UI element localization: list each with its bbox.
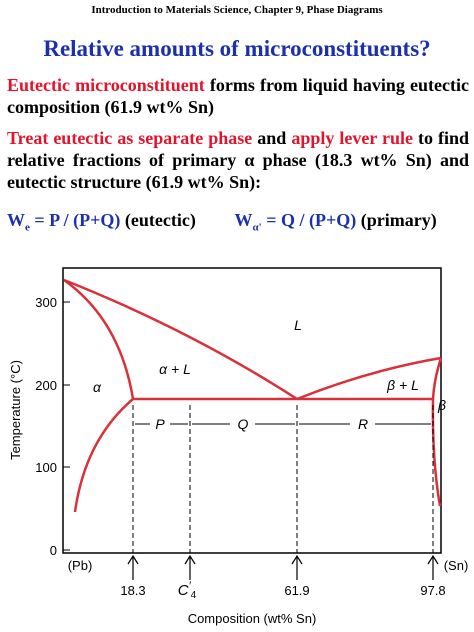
- segment-label: P: [155, 416, 165, 432]
- text: and: [252, 128, 292, 148]
- highlight: apply lever rule: [291, 128, 413, 148]
- paragraph: Treat eutectic as separate phase and app…: [7, 127, 469, 193]
- title: Relative amounts of microconstituents?: [43, 36, 431, 61]
- x-mark-label: 18.3: [120, 583, 145, 598]
- y-tick-label: 200: [35, 378, 57, 393]
- region-label: L: [294, 317, 302, 333]
- x-mark-label: 61.9: [284, 583, 309, 598]
- x-mark-label: C′4: [178, 580, 197, 601]
- x-end-label: (Pb): [68, 558, 93, 573]
- segment-label: Q: [238, 416, 249, 432]
- dashed-guides: [132, 405, 434, 553]
- highlight: Eutectic microconstituent: [7, 75, 205, 95]
- header: Introduction to Materials Science, Chapt…: [91, 4, 383, 16]
- plot-frame: [62, 267, 442, 554]
- c-prime: C: [178, 582, 189, 599]
- composition-arrows: [127, 554, 439, 580]
- region-label: α + L: [159, 361, 191, 377]
- phase-boundaries: [63, 278, 443, 513]
- x-end-label: (Sn): [444, 558, 469, 573]
- y-tick-label: 100: [35, 460, 57, 475]
- segment-label: R: [358, 416, 368, 432]
- paragraph: Eutectic microconstituent forms from liq…: [7, 74, 469, 118]
- subscript: e: [25, 221, 30, 234]
- text: forms from liquid having eutectic compos…: [7, 75, 469, 117]
- subscript: α': [252, 221, 262, 234]
- symbol: W: [7, 210, 25, 230]
- note: (primary): [360, 210, 437, 230]
- y-tick-label: 300: [35, 295, 57, 310]
- symbol: W: [234, 210, 253, 230]
- text: to find relative fractions of primary α …: [7, 128, 469, 192]
- region-label: α: [93, 379, 102, 395]
- ticks: [63, 301, 70, 551]
- x-axis-title: Composition (wt% Sn): [188, 611, 317, 626]
- c-prime-sub: 4: [191, 590, 197, 601]
- note: (eutectic): [124, 210, 196, 230]
- region-label: β: [437, 397, 446, 413]
- expression: = P / (P+Q): [29, 210, 121, 230]
- y-tick-label: 0: [50, 543, 57, 558]
- x-mark-label: 97.8: [420, 583, 445, 598]
- region-label: β + L: [386, 377, 419, 393]
- highlight: Treat eutectic as separate phase: [7, 128, 253, 148]
- y-axis-title: Temperature (°C): [8, 360, 23, 460]
- formulas: We = P / (P+Q) (eutectic) Wα' = Q / (P+Q…: [7, 210, 437, 234]
- expression: = Q / (P+Q): [261, 210, 357, 230]
